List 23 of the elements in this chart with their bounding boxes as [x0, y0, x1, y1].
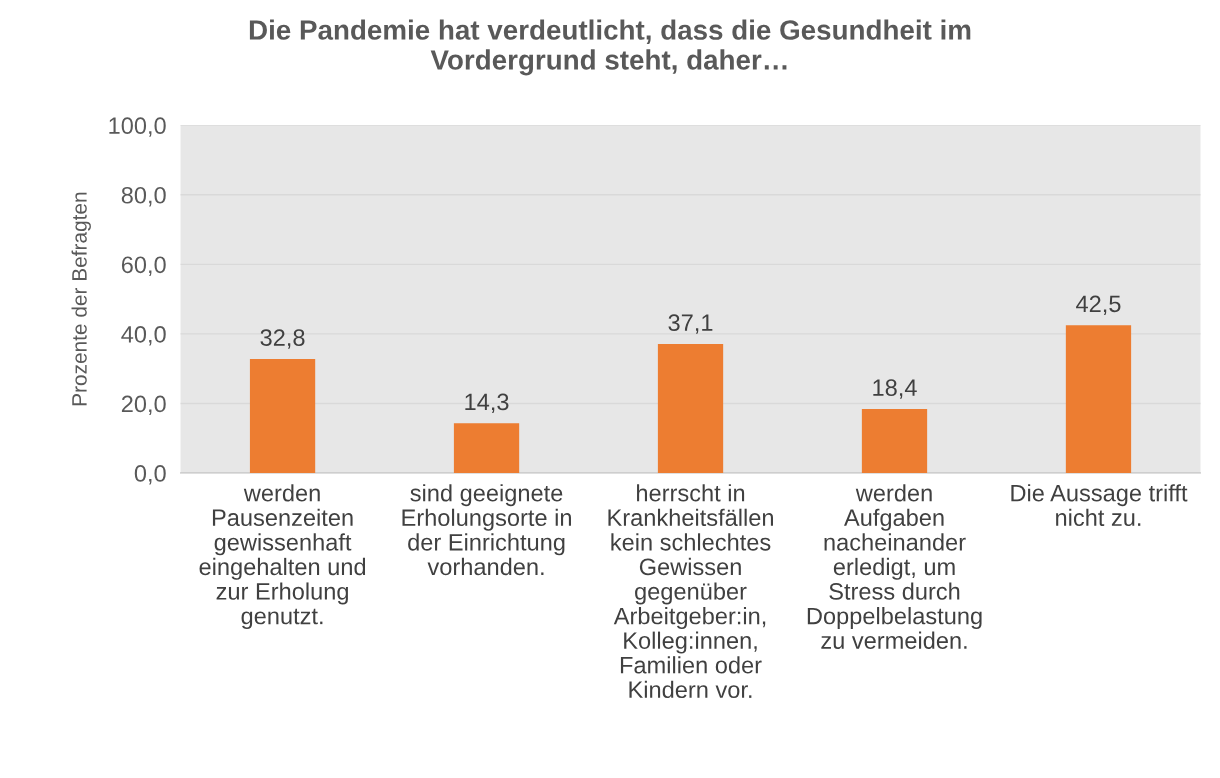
y-tick-label: 40,0: [121, 325, 166, 346]
data-label: 42,5: [1076, 295, 1121, 316]
bar: [861, 409, 928, 474]
y-tick-label: 0,0: [134, 465, 166, 485]
category-label: herrscht in Krankheitsfällen kein schlechtes Gewissen gegenüber Arbeitgeber:in, Kolleg:innen, Familien oder Kindern vor.: [608, 484, 773, 699]
data-label: 18,4: [873, 379, 917, 399]
y-tick-label: 20,0: [121, 395, 166, 416]
chart-title: Die Pandemie hat verdeutlicht, dass die Gesundheit im Vordergrund steht, daher…: [249, 19, 971, 76]
data-label: 14,3: [465, 393, 509, 414]
y-tick-label: 60,0: [121, 256, 166, 276]
data-label: 32,8: [260, 329, 305, 349]
bar: [249, 358, 316, 474]
x-tick-label: sind geeignete Erholungsorte in der Einrichtung vorhanden.: [402, 484, 571, 576]
y-tick-label: 80,0: [121, 186, 166, 207]
y-tick-label: 100,0: [109, 117, 166, 137]
bar: [453, 423, 520, 474]
x-tick-label: werden Aufgaben nacheinander erledigt, um Stress durch Doppelbelastung zu vermeiden.: [807, 484, 982, 649]
x-tick-label: Die Aussage trifft nicht zu.: [1011, 484, 1188, 527]
y-axis-title: Prozente der Befragten: [71, 192, 91, 406]
bar: [657, 344, 724, 474]
x-tick-label: werden Pausenzeiten gewissenhaft eingehalten und zur Erholung genutzt.: [199, 484, 366, 630]
data-label: 37,1: [668, 314, 713, 334]
bar: [1065, 325, 1132, 474]
